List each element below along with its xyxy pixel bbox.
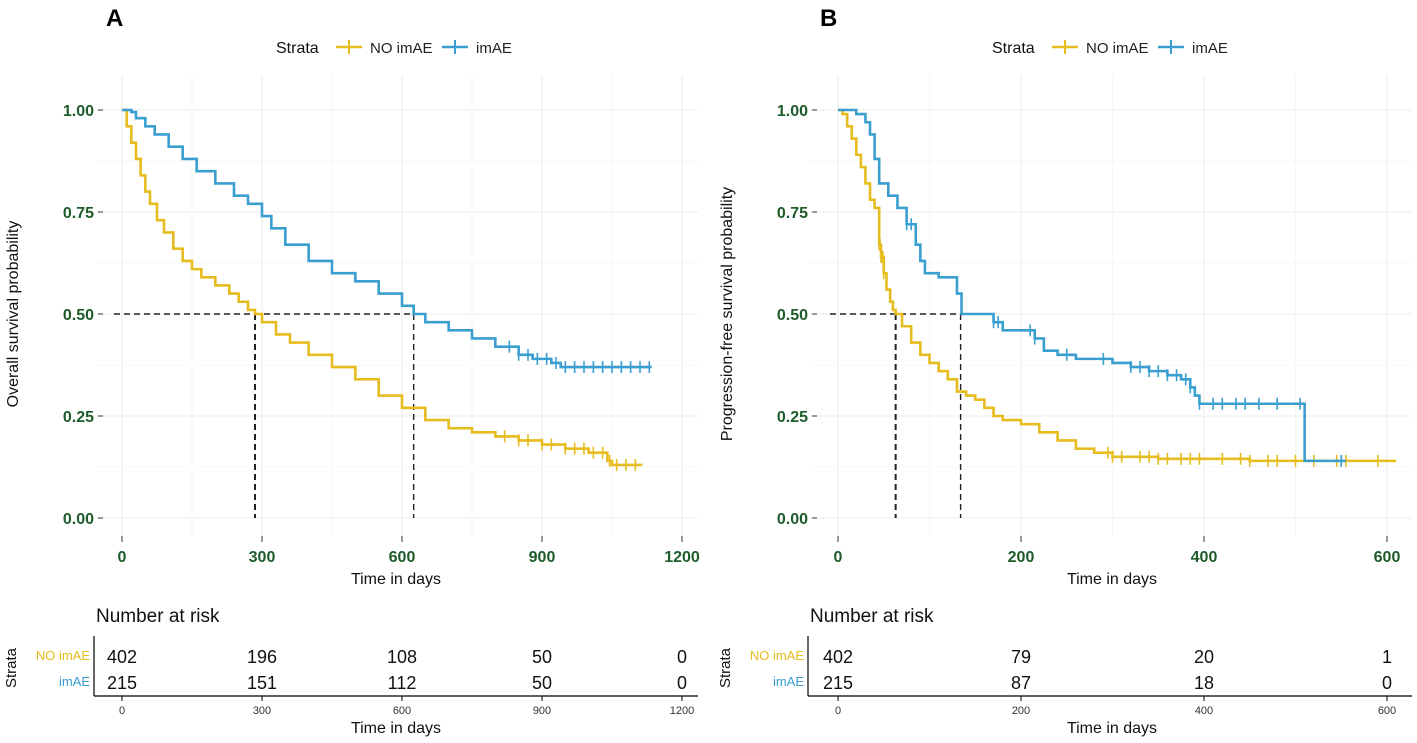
panel-b-y-tick-label: 0.50 [777,307,808,324]
panel-a-risk-value-no-imae: 0 [677,647,687,667]
panel-b-y-tick-label: 1.00 [777,103,808,120]
panel-a-y-axis-title: Overall survival probability [5,221,22,408]
panel-a-y-tick-label: 1.00 [63,103,94,120]
panel-b-risk-value-no-imae: 79 [1011,647,1031,667]
panel-b-x-ticks: 0 200 400 600 [834,536,1401,566]
panel-a-risk-x-tick-label: 600 [393,705,411,717]
panel-a-risk-title: Number at risk [96,606,220,627]
panel-b-legend-label-imae: imAE [1192,40,1228,57]
panel-b-x-tick-label: 0 [834,549,843,566]
panel-b-risk-x-tick-label: 0 [835,705,841,717]
panel-b-risk-value-imae: 87 [1011,673,1031,693]
panel-a-risk-value-no-imae: 108 [387,647,417,667]
panel-b-y-tick-label: 0.75 [777,205,808,222]
panel-b-curve-imae [838,108,1346,463]
panel-b-x-tick-label: 200 [1008,549,1035,566]
panel-a-y-tick-label: 0.00 [63,511,94,528]
panel-b-legend: Strata NO imAE imAE [992,40,1228,57]
panel-b-risk-value-no-imae: 20 [1194,647,1214,667]
panel-b-grid [810,75,1412,536]
panel-a-risk-values: 402 196 108 50 0 215 151 112 50 0 0 300 600 900 1200 [107,647,694,717]
panel-a-x-axis-title: Time in days [351,571,441,588]
panel-a-x-tick-label: 300 [249,549,276,566]
panel-a-legend: Strata NO imAE imAE [276,40,512,57]
panel-a-median-lines [114,313,415,518]
panel-a-legend-key-no-imae [336,40,362,54]
panel-a-legend-label-no-imae: NO imAE [370,40,433,57]
panel-a-x-tick-label: 1200 [664,549,700,566]
panel-a-risk-value-imae: 0 [677,673,687,693]
panel-a-label: A [106,5,123,32]
panel-b-x-tick-label: 600 [1374,549,1401,566]
panel-a-risk-value-imae: 215 [107,673,137,693]
panel-a-risk-value-imae: 151 [247,673,277,693]
panel-b-legend-key-no-imae [1052,40,1078,54]
panel-a-curve-imae [122,108,652,369]
panel-a-legend-label-imae: imAE [476,40,512,57]
panel-a-curve-no-imae [122,108,643,467]
panel-b-risk-table: Number at risk Strata NO imAE imAE 402 79… [717,606,1412,737]
panel-a-y-tick-label: 0.75 [63,205,94,222]
panel-a-x-tick-label: 600 [389,549,416,566]
panel-b-legend-key-imae [1158,40,1184,54]
panel-a-risk-value-no-imae: 50 [532,647,552,667]
panel-a-x-tick-label: 900 [529,549,556,566]
panel-a-risk-value-imae: 50 [532,673,552,693]
panel-a-risk-strata-title: Strata [3,647,20,688]
panel-b-y-axis-title: Progression-free survival probability [719,187,736,441]
panel-b-risk-strata-title: Strata [717,647,734,688]
panel-b-risk-x-tick-label: 400 [1195,705,1213,717]
panel-b-risk-x-title: Time in days [1067,720,1157,737]
panel-b-x-axis-title: Time in days [1067,571,1157,588]
panel-a-x-ticks: 0 300 600 900 1200 [118,536,700,566]
panel-a: A Strata NO imAE imAE 0.00 0.25 0.50 0.75 1.… [3,5,700,737]
panel-b-legend-title: Strata [992,40,1035,57]
panel-a-risk-x-title: Time in days [351,720,441,737]
panel-a-risk-strata-imae: imAE [59,674,90,689]
panel-b-risk-value-no-imae: 1 [1382,647,1392,667]
panel-b-x-tick-label: 400 [1191,549,1218,566]
panel-b: B Strata NO imAE imAE 0.00 0.25 0.50 0.75 1.… [717,5,1412,737]
panel-a-y-tick-label: 0.25 [63,409,94,426]
panel-a-y-ticks: 0.00 0.25 0.50 0.75 1.00 [63,103,103,528]
panel-b-risk-value-imae: 215 [823,673,853,693]
panel-b-risk-values: 402 79 20 1 215 87 18 0 0 200 400 600 [823,647,1396,717]
panel-b-risk-x-tick-label: 200 [1012,705,1030,717]
panel-a-risk-value-no-imae: 196 [247,647,277,667]
panel-a-grid [96,75,698,536]
panel-a-risk-value-no-imae: 402 [107,647,137,667]
panel-b-risk-title: Number at risk [810,606,934,627]
panel-a-risk-value-imae: 112 [388,673,417,693]
panel-a-legend-key-imae [442,40,468,54]
panel-a-y-tick-label: 0.50 [63,307,94,324]
panel-b-risk-value-imae: 18 [1194,673,1214,693]
panel-a-risk-x-tick-label: 0 [119,705,125,717]
panel-a-risk-x-tick-label: 1200 [670,705,694,717]
panel-a-risk-table: Number at risk Strata NO imAE imAE 402 19… [3,606,698,737]
panel-b-y-ticks: 0.00 0.25 0.50 0.75 1.00 [777,103,817,528]
panel-b-risk-strata-no-imae: NO imAE [750,648,805,663]
panel-b-risk-value-imae: 0 [1382,673,1392,693]
panel-a-legend-title: Strata [276,40,319,57]
panel-b-legend-label-no-imae: NO imAE [1086,40,1149,57]
panel-b-risk-x-tick-label: 600 [1378,705,1396,717]
panel-b-label: B [820,5,837,32]
panel-b-series [838,108,1397,467]
panel-a-x-tick-label: 0 [118,549,127,566]
panel-a-risk-x-tick-label: 300 [253,705,271,717]
panel-b-y-tick-label: 0.00 [777,511,808,528]
panel-b-risk-value-no-imae: 402 [823,647,853,667]
panel-a-risk-x-tick-label: 900 [533,705,551,717]
panel-a-series [122,108,652,471]
panel-a-risk-strata-no-imae: NO imAE [36,648,91,663]
panel-b-curve-no-imae [838,108,1397,463]
panel-b-y-tick-label: 0.25 [777,409,808,426]
panel-b-risk-strata-imae: imAE [773,674,804,689]
